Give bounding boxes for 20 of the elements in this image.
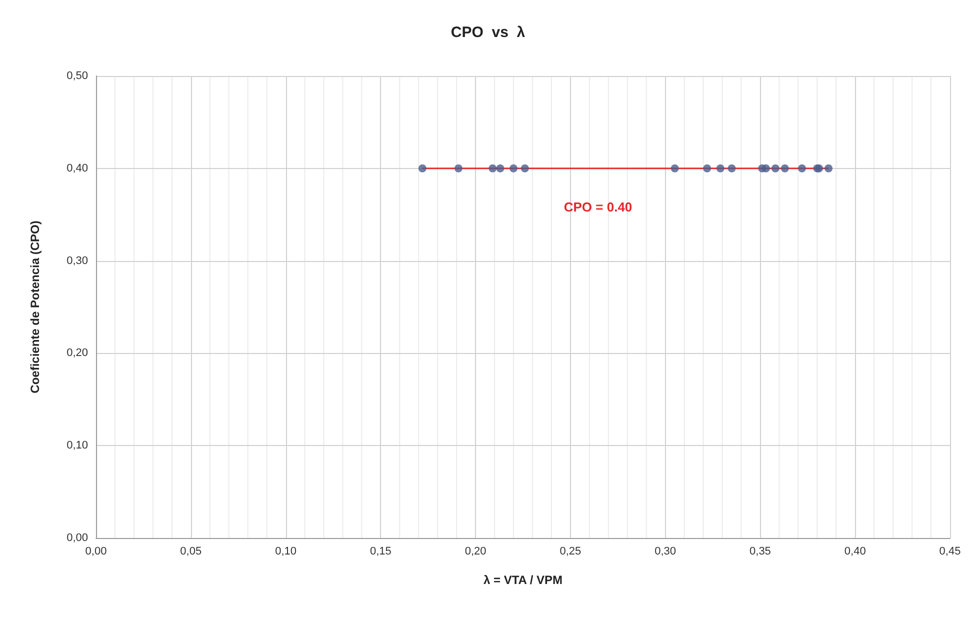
- chart-title: CPO vs λ: [450, 24, 526, 41]
- y-tick-label: 0,10: [66, 440, 88, 452]
- x-tick-label: 0,45: [939, 546, 961, 558]
- x-tick-label: 0,40: [844, 546, 866, 558]
- x-tick-label: 0,15: [370, 546, 392, 558]
- y-tick-label: 0,50: [66, 70, 88, 82]
- x-tick-label: 0,25: [560, 546, 582, 558]
- y-tick-label: 0,00: [66, 532, 88, 544]
- y-tick-label: 0,30: [66, 254, 88, 267]
- y-tick-label: 0,20: [66, 347, 88, 360]
- x-tick-label: 0,20: [464, 546, 486, 558]
- x-tick-label: 0,30: [654, 546, 676, 558]
- x-tick-label: 0,10: [275, 546, 296, 558]
- y-axis-title: Coeficiente de Potencia (CPO): [28, 220, 42, 394]
- y-tick-label: 0,40: [66, 162, 88, 174]
- x-tick-label: 0,05: [180, 546, 202, 558]
- x-tick-label: 0,00: [85, 546, 107, 558]
- annotation: CPO = 0.40: [564, 200, 632, 214]
- x-tick-label: 0,35: [750, 546, 771, 558]
- x-axis-title: λ = VTA / VPM: [483, 573, 563, 587]
